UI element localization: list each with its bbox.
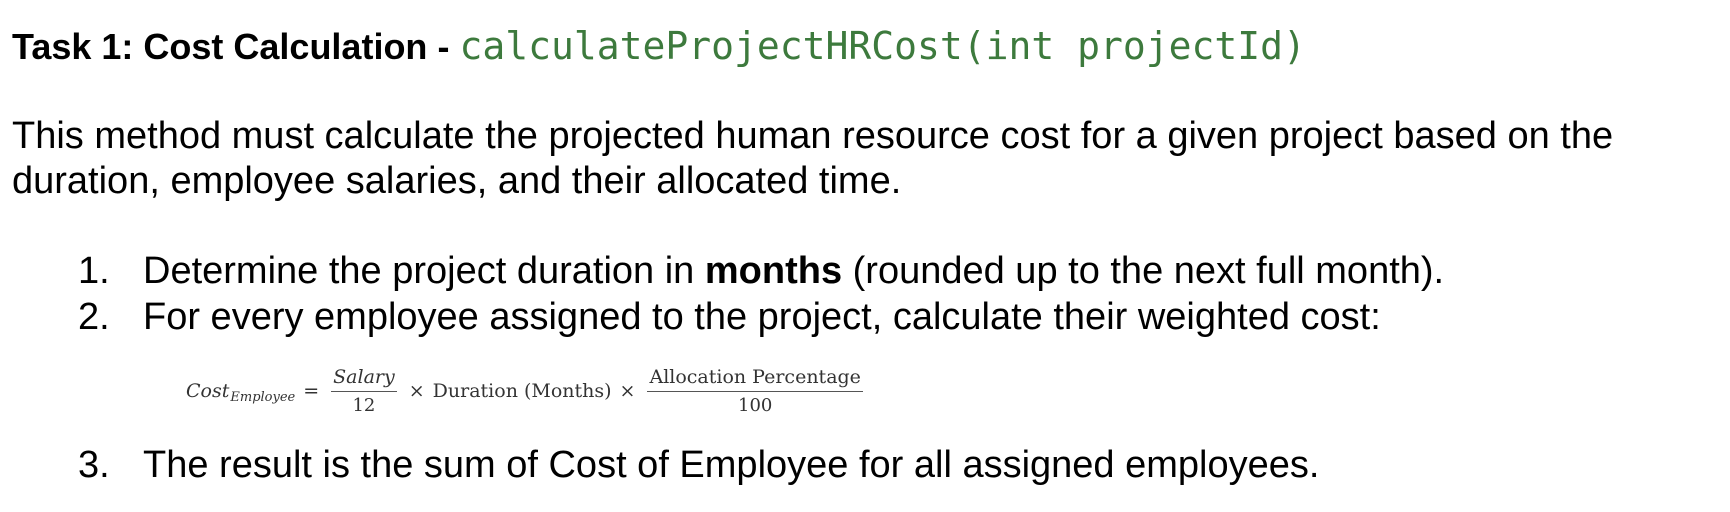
task-title-text: Task 1: Cost Calculation [12, 26, 428, 67]
list-number: 2. [78, 296, 110, 338]
method-signature: calculateProjectHRCost(int projectId) [459, 24, 1306, 68]
formula-equals: = [303, 380, 320, 402]
allocation-numerator: Allocation Percentage [647, 366, 863, 392]
intro-paragraph: This method must calculate the projected… [12, 115, 1614, 202]
task-title: Task 1: Cost Calculation - calculateProj… [12, 18, 1306, 75]
list-item-text: Determine the project duration in months… [143, 248, 1444, 294]
list-item-text: The result is the sum of Cost of Employe… [143, 444, 1320, 486]
formula-cost: Cost [186, 380, 230, 402]
task-title-separator: - [427, 26, 460, 67]
allocation-denominator: 100 [738, 394, 773, 416]
list-number: 1. [78, 250, 110, 292]
step-1-bold-months: months [704, 250, 843, 292]
allocation-fraction: Allocation Percentage 100 [647, 366, 863, 417]
salary-fraction: Salary 12 [331, 366, 397, 417]
formula-times-1: × [408, 380, 425, 402]
formula-duration: Duration (Months) [432, 380, 612, 402]
step-1-text-before: Determine the project duration in [143, 250, 705, 292]
salary-numerator: Salary [331, 366, 397, 392]
list-item-text: For every employee assigned to the proje… [143, 296, 1381, 338]
salary-denominator: 12 [352, 394, 376, 416]
cost-formula: Cost Employee = Salary 12 × Duration (Mon… [186, 362, 867, 420]
formula-subscript-employee: Employee [230, 389, 296, 405]
formula-times-2: × [619, 380, 636, 402]
list-number: 3. [78, 444, 110, 486]
step-1-text-after: (rounded up to the next full month). [842, 250, 1445, 292]
